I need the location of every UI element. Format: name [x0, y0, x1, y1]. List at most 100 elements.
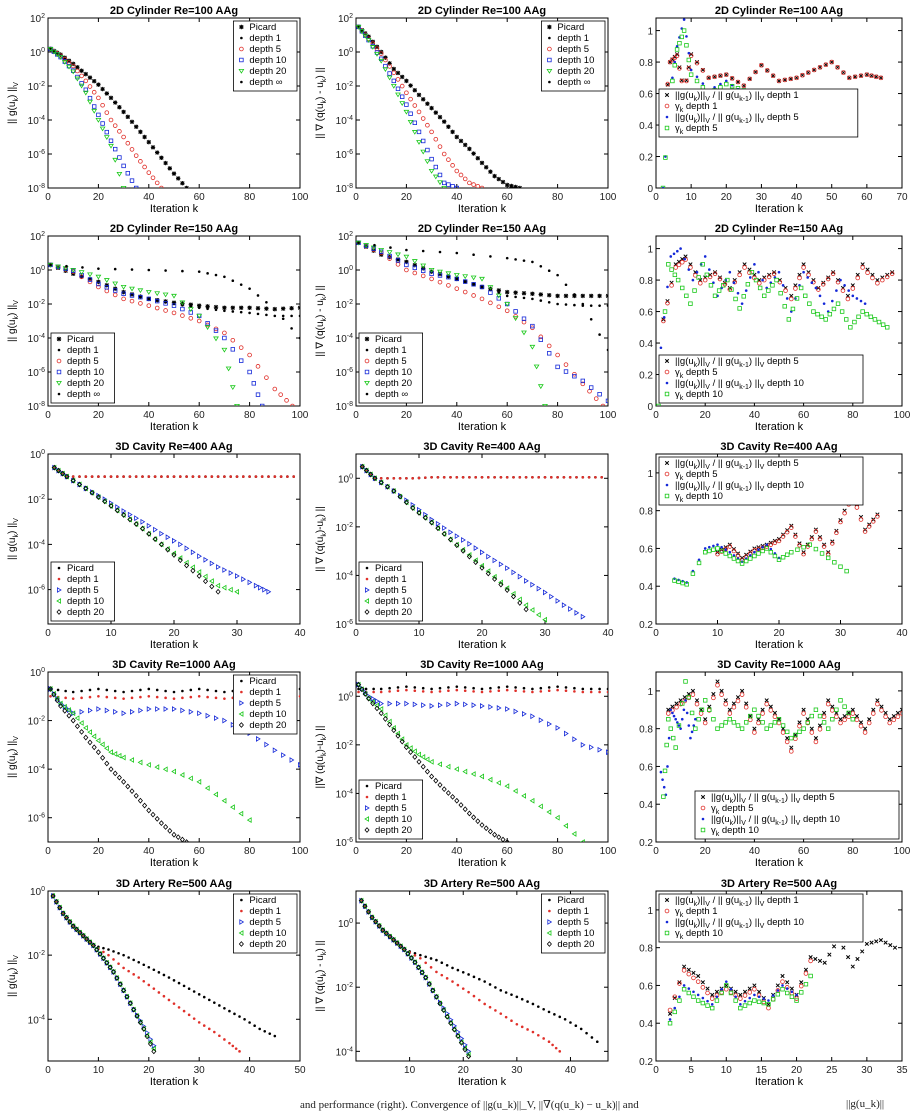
tick-label: 10-6: [28, 367, 45, 379]
data-point: [146, 706, 152, 712]
data-point: [247, 369, 252, 375]
tick-label: 100: [338, 691, 353, 703]
legend-entry: Picard: [67, 563, 94, 574]
data-point: [137, 797, 143, 804]
caption-left: and performance (right). Convergence of …: [300, 1099, 639, 1111]
data-point: [707, 707, 712, 712]
data-point: [128, 475, 132, 478]
legend-box: [232, 893, 298, 954]
x-tick-label: 0: [45, 846, 51, 857]
data-point: [727, 717, 732, 722]
data-point: [661, 794, 666, 799]
data-point: [724, 983, 729, 988]
data-point: [834, 714, 839, 720]
data-point: [463, 280, 467, 283]
data-point: [719, 548, 724, 554]
data-point: [703, 550, 708, 555]
data-point: [537, 475, 540, 479]
data-point: [739, 692, 745, 697]
x-tick-label: 5: [688, 1065, 694, 1076]
data-point: [761, 278, 764, 282]
tick-label: 100: [30, 667, 45, 679]
data-point: [57, 348, 61, 352]
data-point: [80, 689, 83, 693]
legend-entry: depth 20: [67, 378, 104, 389]
data-point: [66, 712, 72, 719]
data-point: [142, 979, 146, 983]
x-axis-label: Iteration k: [755, 857, 804, 869]
data-point: [727, 544, 733, 549]
data-point: [143, 135, 146, 139]
data-point: [723, 986, 729, 992]
data-point: [272, 386, 278, 392]
data-point: [555, 597, 561, 604]
data-point: [125, 171, 130, 176]
data-point: [95, 737, 101, 744]
legend-entry: depth 20: [375, 378, 412, 389]
data-point: [420, 263, 427, 269]
data-point: [104, 288, 110, 294]
data-point: [112, 958, 115, 961]
data-point: [715, 679, 720, 684]
data-series: [672, 542, 849, 587]
data-point: [693, 726, 698, 731]
data-point: [413, 686, 417, 689]
data-point: [455, 688, 459, 692]
data-point: [444, 1013, 450, 1020]
data-point: [723, 701, 728, 707]
data-point: [725, 277, 730, 283]
data-point: [801, 544, 806, 550]
data-point: [521, 316, 527, 321]
data-point: [785, 552, 790, 557]
data-point: [808, 973, 813, 979]
data-point: [668, 726, 673, 731]
data-point: [391, 488, 397, 494]
data-point: [790, 990, 794, 994]
data-point: [364, 369, 370, 375]
data-point: [709, 996, 715, 1001]
data-series: [356, 240, 608, 299]
data-point: [892, 945, 898, 950]
data-point: [505, 183, 509, 187]
data-point: [192, 990, 196, 993]
data-point: [510, 1019, 513, 1023]
data-point: [396, 71, 400, 75]
data-series: [48, 46, 139, 188]
data-point: [727, 711, 733, 716]
x-tick-label: 20: [93, 192, 105, 203]
data-point: [749, 276, 752, 279]
x-tick-label: 0: [353, 410, 359, 421]
data-point: [70, 477, 76, 484]
data-point: [239, 310, 243, 314]
x-tick-label: 60: [194, 192, 206, 203]
data-point: [672, 578, 677, 583]
data-point: [679, 247, 682, 250]
data-point: [572, 374, 577, 379]
data-point: [290, 403, 295, 406]
data-point: [267, 475, 270, 478]
data-point: [394, 940, 400, 946]
data-point: [172, 475, 176, 478]
data-point: [472, 690, 475, 693]
data-point: [429, 773, 435, 780]
data-point: [129, 298, 135, 304]
data-point: [180, 301, 185, 306]
x-tick-label: 40: [451, 192, 463, 203]
data-point: [664, 493, 670, 499]
data-point: [239, 283, 243, 286]
data-point: [749, 554, 752, 557]
data-point: [436, 475, 440, 479]
data-point: [749, 270, 755, 275]
data-point: [465, 1051, 471, 1058]
tick-label: 0.4: [639, 582, 653, 593]
data-point: [723, 72, 729, 77]
data-point: [419, 969, 425, 976]
data-point: [674, 53, 680, 59]
data-point: [239, 46, 244, 52]
data-point: [116, 752, 122, 759]
data-point: [889, 271, 895, 277]
data-point: [122, 690, 125, 694]
data-point: [529, 797, 535, 804]
data-point: [673, 745, 678, 750]
